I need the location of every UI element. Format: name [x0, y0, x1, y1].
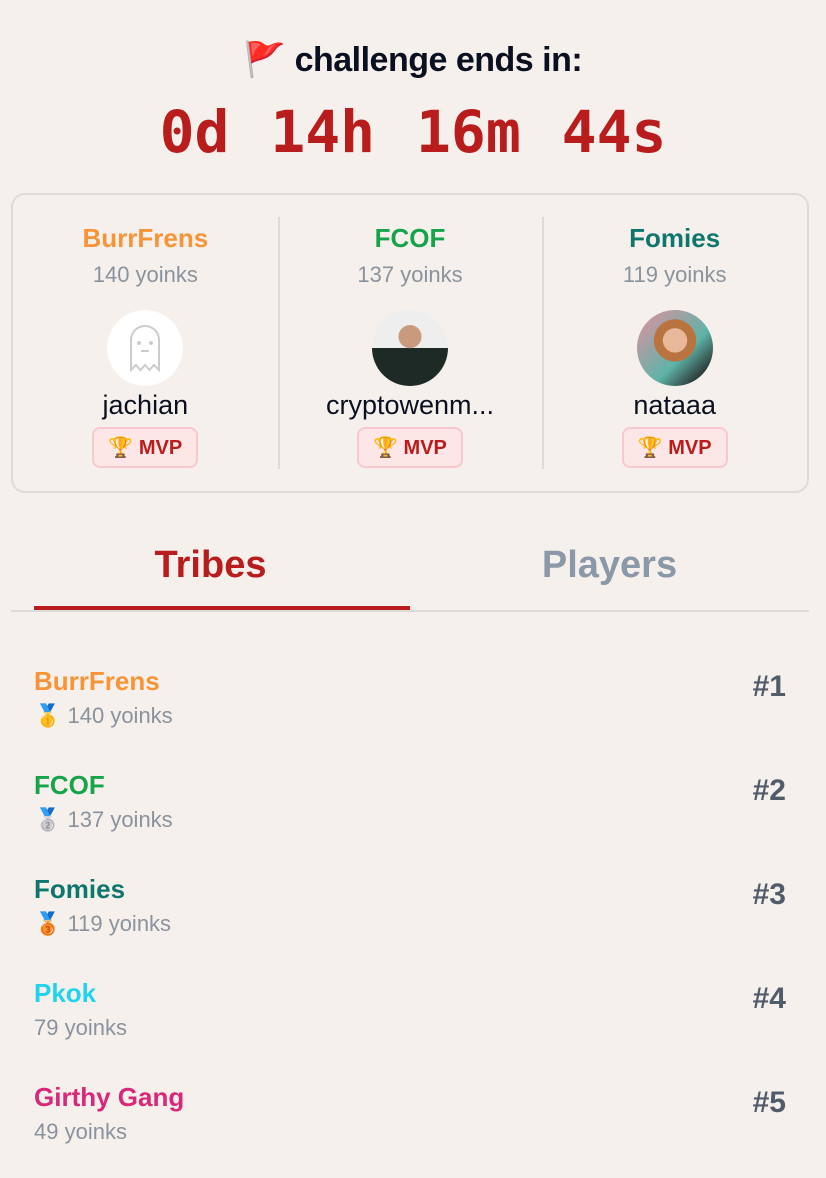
mvp-card: BurrFrens 140 yoinks jachian 🏆 MVP FCOF …: [11, 193, 809, 493]
tribe-name: Fomies: [629, 223, 721, 253]
tribe-points: 🥈 137 yoinks: [34, 807, 173, 832]
player-name[interactable]: cryptowenm...: [325, 390, 495, 420]
mvp-badge: 🏆 MVP: [92, 427, 199, 468]
tribe-points: 79 yoinks: [34, 1015, 127, 1040]
tribe-points: 137 yoinks: [357, 262, 463, 287]
tribe-points: 🥉 119 yoinks: [34, 911, 172, 936]
list-item[interactable]: BurrFrens 🥇 140 yoinks #1: [34, 666, 786, 746]
active-tab-indicator: [34, 606, 410, 610]
tribe-name: FCOF: [374, 223, 446, 253]
mvp-badge: 🏆 MVP: [621, 427, 728, 468]
list-item[interactable]: FCOF 🥈 137 yoinks #2: [34, 770, 786, 850]
tribe-name: Fomies: [34, 874, 126, 904]
tribe-rank: #5: [752, 1086, 786, 1119]
countdown-title: challenge ends in:: [294, 41, 583, 79]
tab-bar: Tribes Players: [11, 540, 809, 612]
mvp-badge: 🏆 MVP: [357, 427, 463, 468]
tribe-rank: #1: [752, 670, 786, 703]
tab-tribes[interactable]: Tribes: [154, 544, 267, 586]
list-item[interactable]: Pkok 79 yoinks #4: [34, 978, 786, 1058]
player-name[interactable]: jachian: [102, 390, 189, 420]
tribe-name: FCOF: [34, 770, 105, 800]
ghost-avatar-icon[interactable]: [107, 310, 184, 386]
tribe-name: BurrFrens: [82, 223, 209, 253]
player-name[interactable]: nataaa: [633, 390, 716, 420]
tribe-points: 🥇 140 yoinks: [34, 703, 173, 728]
tribe-name: BurrFrens: [34, 666, 160, 696]
list-item[interactable]: Girthy Gang 49 yoinks #5: [34, 1082, 786, 1162]
countdown-heading: 🚩 challenge ends in:: [0, 40, 826, 80]
tribe-rank: #3: [752, 878, 786, 911]
tribe-points: 49 yoinks: [34, 1119, 127, 1144]
tribe-name: Pkok: [34, 978, 97, 1008]
countdown-timer: 0d 14h 16m 44s: [159, 98, 667, 166]
mvp-column: Fomies 119 yoinks nataaa 🏆 MVP: [542, 195, 807, 491]
avatar[interactable]: [636, 310, 713, 386]
tribe-rank: #4: [752, 982, 786, 1015]
tab-players[interactable]: Players: [541, 544, 678, 586]
tribe-points: 119 yoinks: [622, 262, 727, 287]
mvp-column: FCOF 137 yoinks cryptowenm... 🏆 MVP: [277, 195, 543, 491]
tribe-points: 140 yoinks: [92, 262, 198, 287]
list-item[interactable]: Fomies 🥉 119 yoinks #3: [34, 874, 786, 954]
red-flag-icon: 🚩: [243, 41, 286, 79]
avatar[interactable]: [372, 310, 448, 386]
tribe-rank: #2: [752, 774, 786, 807]
mvp-column: BurrFrens 140 yoinks jachian 🏆 MVP: [13, 195, 278, 491]
tribe-name: Girthy Gang: [34, 1082, 185, 1112]
